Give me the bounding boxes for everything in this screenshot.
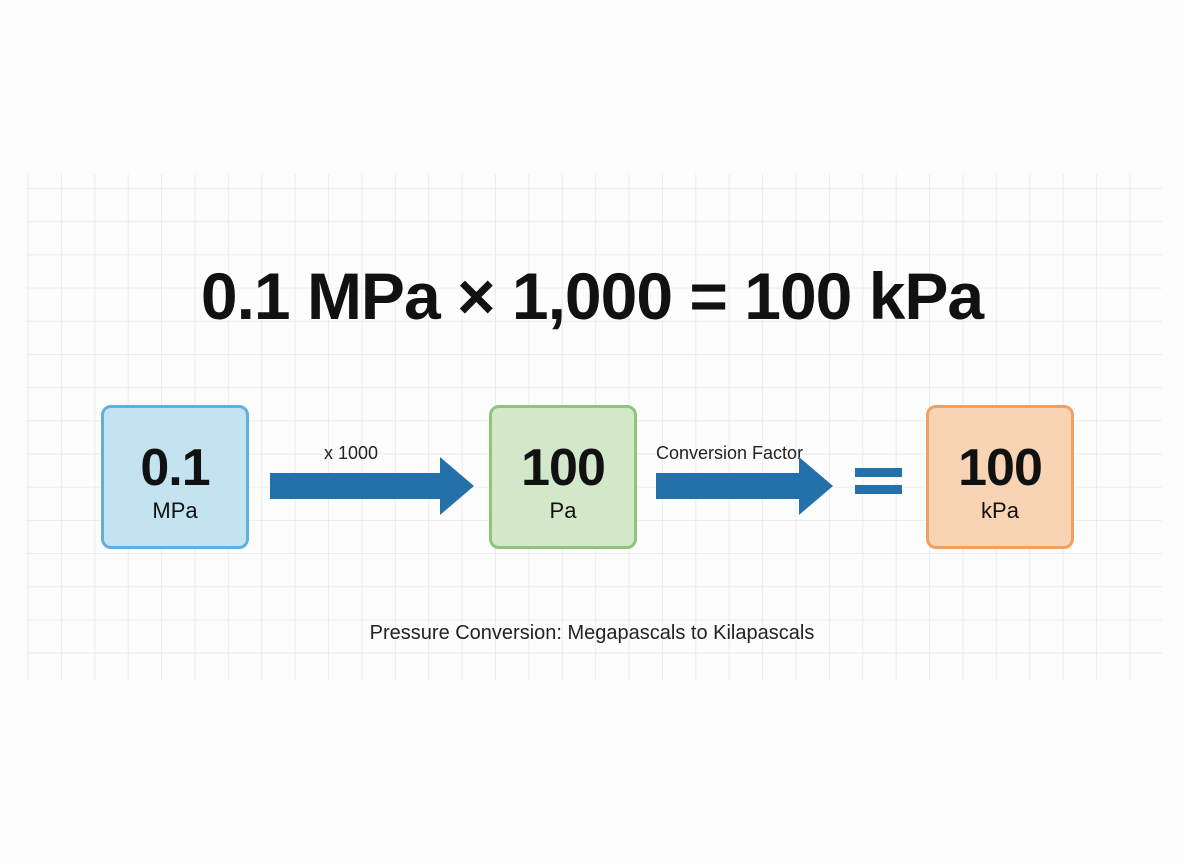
mpa-unit: MPa <box>152 498 198 523</box>
pa-box: 100 Pa <box>489 405 637 549</box>
arrow-right-icon <box>270 457 474 515</box>
equals-icon <box>855 468 902 502</box>
equation-title: 0.1 MPa × 1,000 = 100 kPa <box>200 259 984 333</box>
pa-unit: Pa <box>549 498 577 523</box>
kpa-box: 100 kPa <box>926 405 1074 549</box>
arrow-2-label: Conversion Factor <box>656 443 804 463</box>
kpa-value: 100 <box>958 439 1043 497</box>
pa-value: 100 <box>521 439 606 497</box>
arrow-1-label: x 1000 <box>324 443 379 463</box>
mpa-box: 0.1 MPa <box>101 405 249 549</box>
kpa-unit: kPa <box>981 498 1019 523</box>
mpa-value: 0.1 <box>140 439 210 497</box>
diagram-caption: Pressure Conversion: Megapascals to Kila… <box>369 622 815 644</box>
arrow-right-icon <box>656 457 833 515</box>
